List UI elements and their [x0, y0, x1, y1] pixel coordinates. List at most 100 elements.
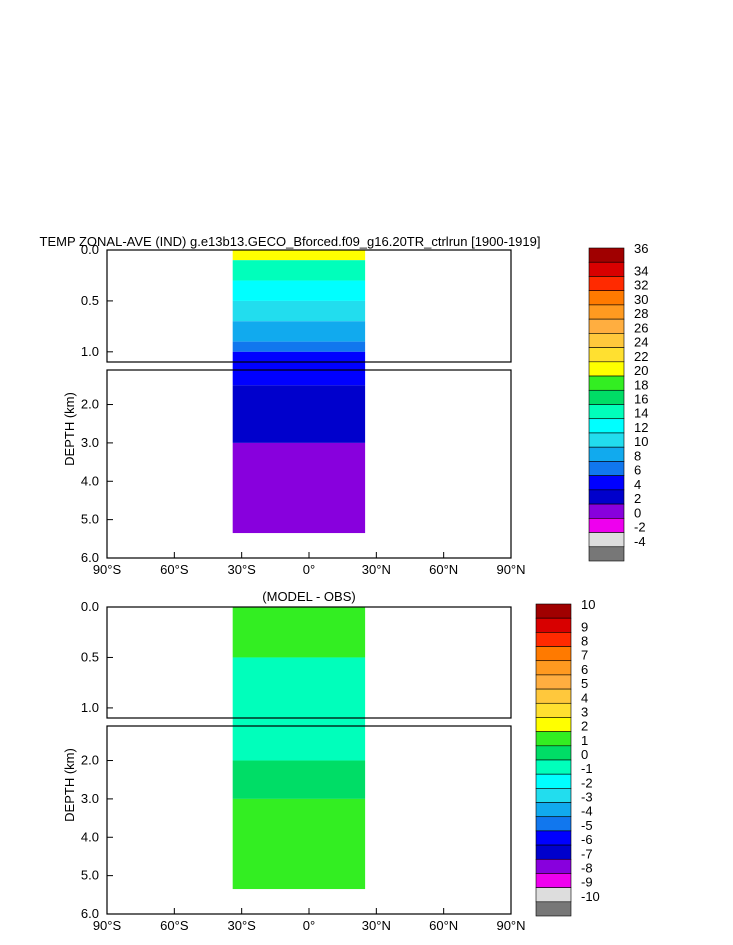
x-tick-label: 90°N	[496, 918, 525, 933]
colorbar-label: -1	[581, 761, 593, 776]
y-axis-label: DEPTH (km)	[62, 392, 77, 466]
colorbar-swatch	[588, 418, 625, 434]
colorbar-label: 6	[634, 463, 641, 478]
colorbar-label: 9	[581, 619, 588, 634]
colorbar-swatch	[535, 887, 572, 903]
colorbar-label: 7	[581, 648, 588, 663]
colorbar-swatch	[588, 489, 625, 505]
colorbar-label: 34	[634, 263, 648, 278]
colorbar-label: 22	[634, 349, 648, 364]
y-tick-label: 1.0	[81, 700, 99, 715]
colorbar-label: 20	[634, 363, 648, 378]
y-tick-label: 5.0	[81, 512, 99, 527]
x-tick-label: 60°S	[160, 918, 189, 933]
colorbar-label: 2	[581, 719, 588, 734]
x-tick-label: 60°N	[429, 562, 458, 577]
colorbar-swatch	[588, 304, 625, 320]
colorbar-label: 36	[634, 241, 648, 256]
contour-band	[232, 250, 366, 261]
y-tick-label: 3.0	[81, 435, 99, 450]
colorbar-swatch	[535, 802, 572, 818]
y-tick-label: 5.0	[81, 868, 99, 883]
x-tick-label: 30°N	[362, 918, 391, 933]
colorbar-label: -10	[581, 889, 600, 904]
contour-band	[232, 362, 366, 386]
colorbar-swatch	[588, 518, 625, 533]
colorbar-swatch	[535, 674, 572, 690]
x-tick-label: 30°S	[227, 562, 256, 577]
colorbar-label: -4	[581, 804, 593, 819]
colorbar-label: 2	[634, 491, 641, 506]
contour-band	[232, 385, 366, 443]
y-tick-label: 0.5	[81, 293, 99, 308]
colorbar-label: 1	[581, 733, 588, 748]
colorbar-label: -7	[581, 846, 593, 861]
colorbar-swatch	[535, 688, 572, 704]
chart-title: (MODEL - OBS)	[262, 589, 355, 604]
contour-band	[232, 607, 366, 658]
contour-band	[232, 321, 366, 342]
colorbar-swatch	[588, 375, 625, 391]
colorbar-label: 12	[634, 420, 648, 435]
y-tick-label: 0.0	[81, 242, 99, 257]
colorbar-label: 24	[634, 335, 648, 350]
colorbar-label: -5	[581, 818, 593, 833]
colorbar-label: -4	[634, 534, 646, 549]
colorbar-swatch	[535, 759, 572, 775]
colorbar-label: -3	[581, 790, 593, 805]
x-tick-label: 60°S	[160, 562, 189, 577]
colorbar-swatch	[588, 546, 625, 562]
x-tick-label: 60°N	[429, 918, 458, 933]
colorbar-swatch	[535, 858, 572, 874]
colorbar-label: 14	[634, 406, 648, 421]
contour-band	[232, 280, 366, 301]
colorbar-swatch	[535, 745, 572, 761]
chart-panel-2: 90°S 60°S 30°S 0° 30°N 60°N 90°N 0.0 0.5 1.0 2.0 3.…	[62, 589, 600, 933]
x-tick-label: 30°S	[227, 918, 256, 933]
colorbar-label: -8	[581, 860, 593, 875]
colorbar-swatch	[535, 646, 572, 662]
x-tick-label: 90°S	[93, 918, 122, 933]
colorbar-swatch	[535, 816, 572, 832]
x-tick-label: 30°N	[362, 562, 391, 577]
contour-band	[232, 341, 366, 352]
colorbar-label: 26	[634, 320, 648, 335]
colorbar-label: 6	[581, 662, 588, 677]
colorbar-swatch	[588, 361, 625, 377]
colorbar-swatch	[535, 731, 572, 747]
colorbar-label: -9	[581, 875, 593, 890]
colorbar-label: -2	[634, 520, 646, 535]
colorbar-label: 16	[634, 392, 648, 407]
colorbar-swatch	[588, 318, 625, 334]
colorbar-label: 0	[634, 505, 641, 520]
contour-band	[232, 300, 366, 322]
colorbar-swatch	[535, 632, 572, 647]
colorbar-swatch	[588, 261, 625, 277]
y-tick-label: 2.0	[81, 753, 99, 768]
plot-frame-upper	[106, 249, 512, 363]
colorbar-swatch	[588, 347, 625, 363]
y-tick-label: 0.5	[81, 649, 99, 664]
colorbar-swatch	[588, 432, 625, 448]
colorbar-swatch	[535, 717, 572, 732]
contour-band	[232, 798, 366, 890]
colorbar-swatch	[535, 773, 572, 789]
colorbar-swatch	[588, 503, 625, 519]
y-tick-label: 3.0	[81, 791, 99, 806]
colorbar-label: -2	[581, 775, 593, 790]
colorbar-swatch	[588, 446, 625, 462]
colorbar-label: 32	[634, 278, 648, 293]
y-tick-label: 4.0	[81, 473, 99, 488]
contour-band	[232, 442, 366, 534]
colorbar-swatch	[588, 404, 625, 420]
contour-band	[232, 760, 366, 799]
contour-band	[232, 657, 366, 718]
colorbar-swatch	[588, 333, 625, 348]
colorbar-label: 5	[581, 676, 588, 691]
colorbar-label: 4	[581, 690, 588, 705]
colorbar-swatch	[535, 603, 572, 619]
colorbar-swatch	[535, 844, 572, 860]
y-tick-label: 0.0	[81, 599, 99, 614]
colorbar-label: 18	[634, 377, 648, 392]
